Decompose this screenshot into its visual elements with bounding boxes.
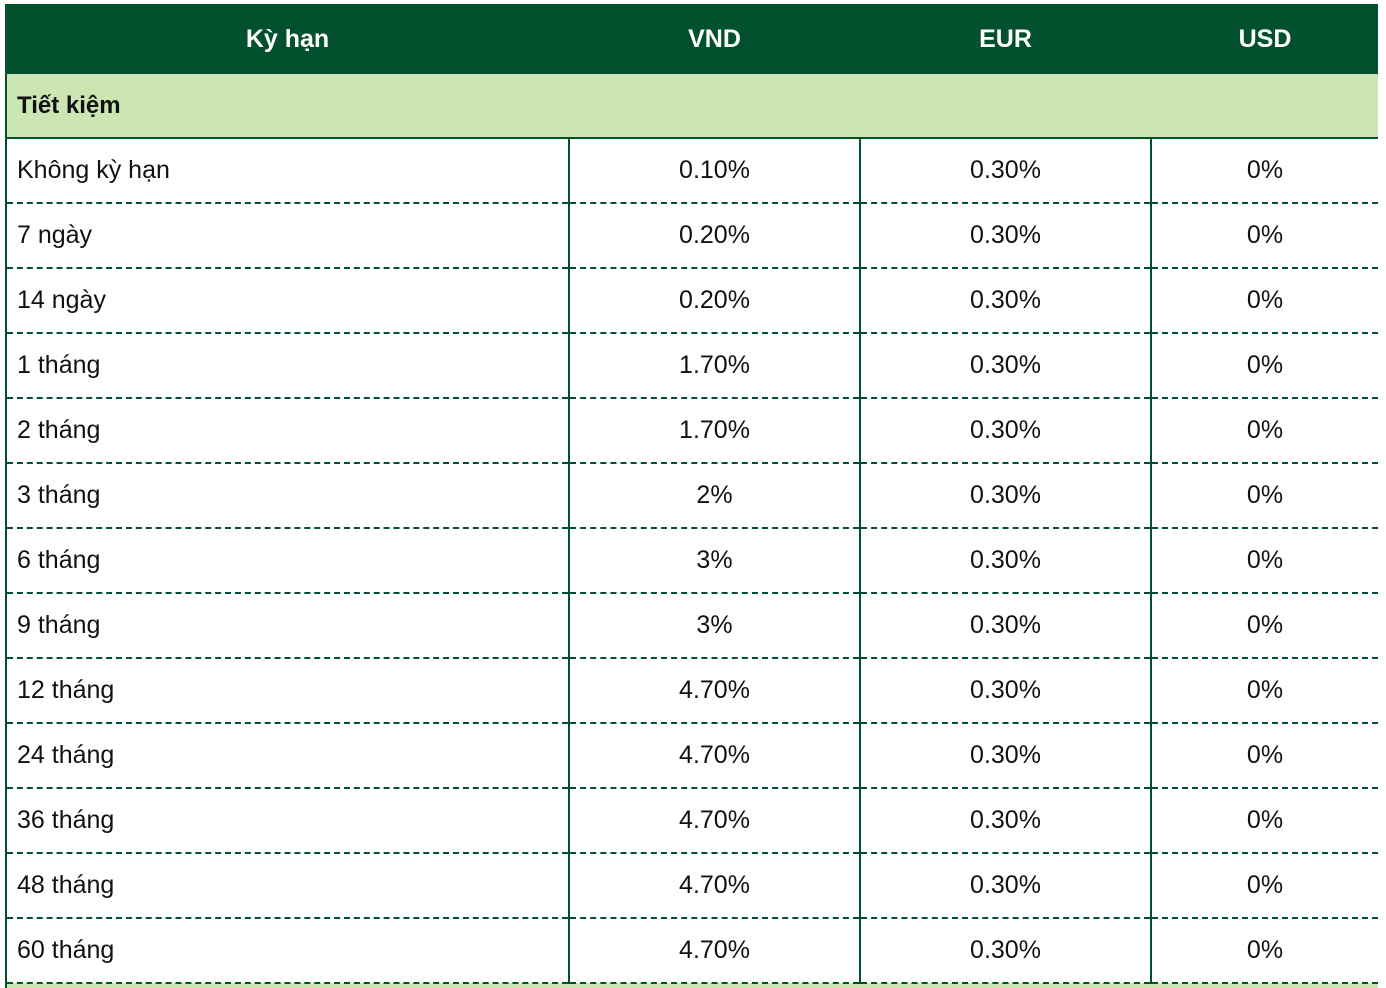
vnd-rate-cell: 2% (568, 463, 861, 529)
table-row: 3 tháng 2% 0.30% 0% (5, 463, 1378, 529)
eur-rate-cell: 0.30% (859, 788, 1152, 854)
eur-rate-cell: 0.30% (859, 138, 1152, 204)
table-row: 7 ngày 0.20% 0.30% 0% (5, 203, 1378, 269)
term-cell: 48 tháng (5, 853, 570, 919)
table-row: 36 tháng 4.70% 0.30% 0% (5, 788, 1378, 854)
header-vnd: VND (568, 4, 861, 74)
vnd-rate-cell: 4.70% (568, 723, 861, 789)
table-row: 12 tháng 4.70% 0.30% 0% (5, 658, 1378, 724)
usd-rate-cell: 0% (1150, 658, 1378, 724)
eur-rate-cell: 0.30% (859, 463, 1152, 529)
table-row: 14 ngày 0.20% 0.30% 0% (5, 268, 1378, 334)
eur-rate-cell: 0.30% (859, 333, 1152, 399)
vnd-rate-cell: 0.20% (568, 203, 861, 269)
vnd-rate-cell: 3% (568, 593, 861, 659)
usd-rate-cell: 0% (1150, 723, 1378, 789)
table-header-row: Kỳ hạn VND EUR USD (5, 4, 1378, 74)
group-row-savings: Tiết kiệm (5, 73, 1378, 139)
usd-rate-cell: 0% (1150, 593, 1378, 659)
term-cell: 60 tháng (5, 918, 570, 984)
table-row: 24 tháng 4.70% 0.30% 0% (5, 723, 1378, 789)
eur-rate-cell: 0.30% (859, 528, 1152, 594)
usd-rate-cell: 0% (1150, 268, 1378, 334)
usd-rate-cell: 0% (1150, 203, 1378, 269)
group-label: Tiết kiệm (5, 73, 1378, 139)
header-term: Kỳ hạn (5, 4, 570, 74)
header-usd: USD (1150, 4, 1378, 74)
vnd-rate-cell: 0.20% (568, 268, 861, 334)
vnd-rate-cell: 0.10% (568, 138, 861, 204)
term-cell: 14 ngày (5, 268, 570, 334)
next-group-row (5, 983, 1378, 988)
term-cell: 2 tháng (5, 398, 570, 464)
next-group-cell (5, 983, 1378, 988)
table-row: 2 tháng 1.70% 0.30% 0% (5, 398, 1378, 464)
usd-rate-cell: 0% (1150, 333, 1378, 399)
term-cell: 24 tháng (5, 723, 570, 789)
term-cell: 6 tháng (5, 528, 570, 594)
vnd-rate-cell: 1.70% (568, 333, 861, 399)
usd-rate-cell: 0% (1150, 138, 1378, 204)
eur-rate-cell: 0.30% (859, 203, 1152, 269)
eur-rate-cell: 0.30% (859, 268, 1152, 334)
table-row: Không kỳ hạn 0.10% 0.30% 0% (5, 138, 1378, 204)
vnd-rate-cell: 4.70% (568, 788, 861, 854)
table-row: 48 tháng 4.70% 0.30% 0% (5, 853, 1378, 919)
term-cell: 36 tháng (5, 788, 570, 854)
eur-rate-cell: 0.30% (859, 853, 1152, 919)
interest-rate-table: Kỳ hạn VND EUR USD Tiết kiệm Không kỳ hạ… (5, 4, 1378, 988)
table-row: 9 tháng 3% 0.30% 0% (5, 593, 1378, 659)
term-cell: 3 tháng (5, 463, 570, 529)
vnd-rate-cell: 4.70% (568, 918, 861, 984)
vnd-rate-cell: 3% (568, 528, 861, 594)
header-eur: EUR (859, 4, 1152, 74)
usd-rate-cell: 0% (1150, 788, 1378, 854)
term-cell: 7 ngày (5, 203, 570, 269)
interest-rate-table-container: Kỳ hạn VND EUR USD Tiết kiệm Không kỳ hạ… (5, 4, 1378, 988)
vnd-rate-cell: 1.70% (568, 398, 861, 464)
table-row: 60 tháng 4.70% 0.30% 0% (5, 918, 1378, 984)
usd-rate-cell: 0% (1150, 463, 1378, 529)
vnd-rate-cell: 4.70% (568, 658, 861, 724)
eur-rate-cell: 0.30% (859, 398, 1152, 464)
term-cell: Không kỳ hạn (5, 138, 570, 204)
usd-rate-cell: 0% (1150, 918, 1378, 984)
eur-rate-cell: 0.30% (859, 918, 1152, 984)
vnd-rate-cell: 4.70% (568, 853, 861, 919)
eur-rate-cell: 0.30% (859, 723, 1152, 789)
term-cell: 12 tháng (5, 658, 570, 724)
term-cell: 9 tháng (5, 593, 570, 659)
table-row: 6 tháng 3% 0.30% 0% (5, 528, 1378, 594)
usd-rate-cell: 0% (1150, 528, 1378, 594)
term-cell: 1 tháng (5, 333, 570, 399)
eur-rate-cell: 0.30% (859, 658, 1152, 724)
usd-rate-cell: 0% (1150, 853, 1378, 919)
eur-rate-cell: 0.30% (859, 593, 1152, 659)
usd-rate-cell: 0% (1150, 398, 1378, 464)
table-row: 1 tháng 1.70% 0.30% 0% (5, 333, 1378, 399)
